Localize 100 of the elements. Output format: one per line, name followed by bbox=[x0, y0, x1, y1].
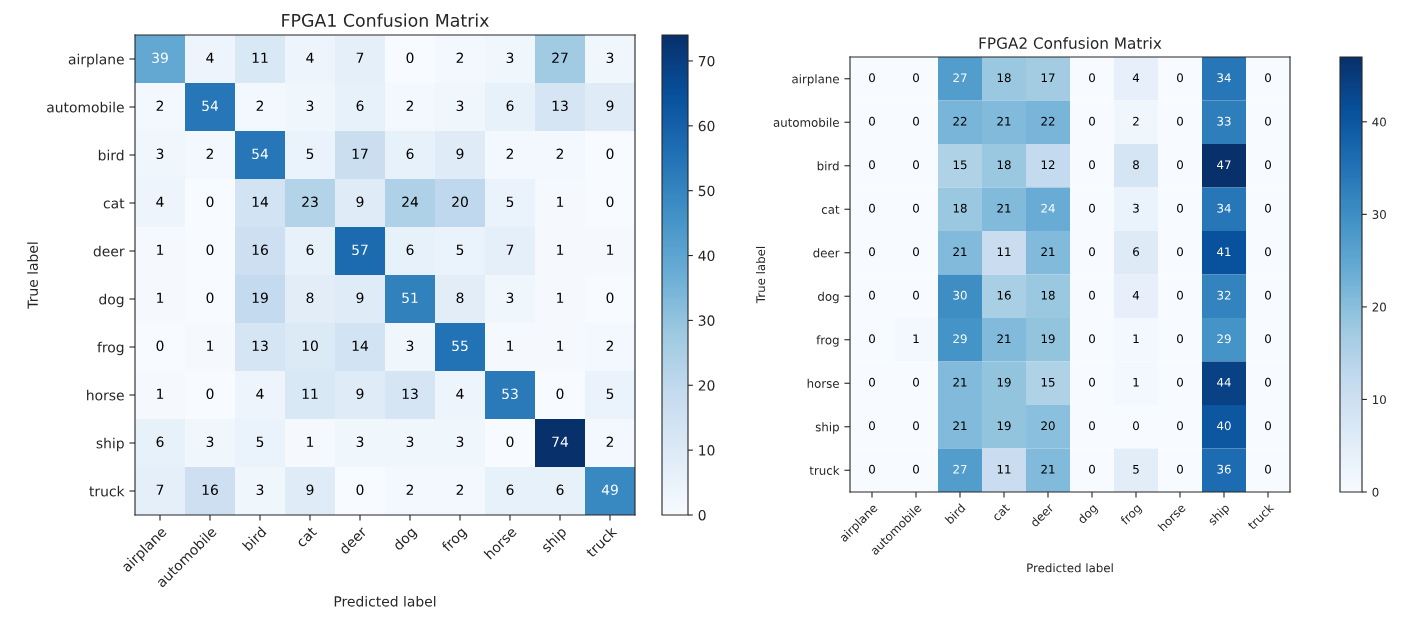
data-label: 2 bbox=[606, 436, 614, 447]
data-label: 9 bbox=[356, 292, 364, 304]
data-label: 0 bbox=[1265, 73, 1271, 83]
data-label: 0 bbox=[606, 196, 614, 208]
data-label: 21 bbox=[997, 334, 1011, 344]
data-label: 0 bbox=[206, 244, 214, 256]
data-label: 0 bbox=[406, 52, 414, 64]
data-label: 11 bbox=[252, 52, 268, 63]
data-label: 0 bbox=[913, 203, 919, 213]
data-label: 3 bbox=[206, 436, 214, 448]
data-label: 3 bbox=[506, 292, 514, 304]
color-bar-label: 10 bbox=[1373, 395, 1386, 405]
data-label: 5 bbox=[256, 436, 264, 448]
x-tick-label: frog bbox=[1119, 503, 1144, 527]
data-label: 15 bbox=[953, 160, 967, 170]
data-label: 47 bbox=[1217, 160, 1231, 170]
data-label: 4 bbox=[256, 388, 264, 399]
y-tick-label: bird bbox=[98, 149, 124, 161]
data-label: 0 bbox=[156, 340, 164, 352]
data-label: 0 bbox=[1089, 247, 1095, 257]
data-label: 3 bbox=[606, 52, 614, 64]
data-label: 6 bbox=[506, 100, 514, 112]
y-tick-label: deer bbox=[813, 248, 840, 258]
color-bar-label: 0 bbox=[698, 509, 706, 521]
data-label: 0 bbox=[1089, 334, 1095, 344]
color-bar-label: 20 bbox=[1372, 302, 1386, 312]
data-label: 0 bbox=[1177, 73, 1183, 83]
y-tick-label: horse bbox=[807, 378, 839, 388]
color-bar-label: 60 bbox=[698, 120, 715, 132]
y-tick-label: dog bbox=[99, 293, 124, 308]
data-label: 11 bbox=[997, 247, 1011, 257]
data-label: 15 bbox=[1041, 377, 1055, 387]
data-label: 1 bbox=[1133, 334, 1139, 344]
data-label: 2 bbox=[1133, 116, 1139, 126]
data-label: 6 bbox=[356, 100, 364, 112]
data-label: 0 bbox=[869, 377, 875, 387]
data-label: 0 bbox=[356, 484, 364, 496]
y-tick-label: ship bbox=[815, 422, 839, 434]
data-label: 41 bbox=[1217, 247, 1231, 257]
data-label: 2 bbox=[156, 100, 164, 111]
data-label: 7 bbox=[506, 244, 514, 255]
data-label: 3 bbox=[1133, 203, 1139, 213]
data-label: 44 bbox=[1217, 377, 1231, 387]
data-label: 5 bbox=[606, 388, 614, 400]
data-label: 7 bbox=[356, 52, 364, 63]
data-label: 5 bbox=[306, 148, 314, 160]
data-label: 1 bbox=[607, 244, 614, 255]
data-label: 0 bbox=[869, 116, 875, 126]
y-tick-label: airplane bbox=[792, 74, 839, 86]
data-label: 0 bbox=[1265, 160, 1271, 170]
data-label: 5 bbox=[1133, 464, 1139, 474]
data-label: 9 bbox=[356, 196, 364, 208]
data-label: 19 bbox=[1041, 334, 1055, 344]
chart-title: FPGA1 Confusion Matrix bbox=[282, 13, 489, 27]
y-tick-label: cat bbox=[103, 198, 125, 209]
data-label: 21 bbox=[1041, 464, 1055, 474]
data-label: 8 bbox=[1133, 160, 1139, 170]
color-bar-label: 40 bbox=[698, 250, 715, 262]
data-label: 9 bbox=[306, 484, 314, 496]
data-label: 2 bbox=[506, 148, 514, 159]
data-label: 0 bbox=[506, 436, 514, 448]
data-label: 1 bbox=[307, 436, 314, 447]
data-label: 16 bbox=[252, 244, 268, 256]
data-label: 0 bbox=[1089, 73, 1095, 83]
data-label: 49 bbox=[601, 484, 618, 496]
data-label: 4 bbox=[1132, 290, 1140, 300]
data-label: 3 bbox=[456, 436, 464, 448]
data-label: 0 bbox=[1265, 203, 1271, 213]
data-label: 30 bbox=[953, 290, 967, 300]
data-label: 27 bbox=[552, 52, 568, 63]
data-label: 0 bbox=[1265, 334, 1271, 344]
data-label: 33 bbox=[1217, 116, 1231, 126]
data-label: 0 bbox=[1177, 290, 1183, 300]
x-tick-label: frog bbox=[440, 526, 469, 555]
data-label: 27 bbox=[953, 73, 967, 83]
data-label: 6 bbox=[406, 148, 414, 160]
data-label: 0 bbox=[1177, 203, 1183, 213]
data-label: 3 bbox=[306, 100, 314, 112]
data-label: 34 bbox=[1217, 73, 1231, 83]
data-label: 0 bbox=[1089, 421, 1095, 431]
data-label: 0 bbox=[1177, 247, 1183, 257]
color-bar-label: 0 bbox=[1372, 487, 1379, 497]
data-label: 0 bbox=[206, 388, 214, 400]
data-label: 4 bbox=[156, 196, 164, 207]
data-label: 0 bbox=[1177, 421, 1183, 431]
data-label: 0 bbox=[869, 464, 875, 474]
data-label: 0 bbox=[869, 160, 875, 170]
data-label: 6 bbox=[306, 244, 314, 256]
y-tick-label: bird bbox=[817, 161, 839, 171]
data-label: 18 bbox=[1041, 290, 1055, 300]
data-label: 13 bbox=[402, 388, 418, 400]
data-label: 4 bbox=[306, 52, 314, 63]
data-label: 2 bbox=[406, 100, 414, 111]
data-label: 13 bbox=[252, 340, 268, 352]
data-label: 0 bbox=[869, 334, 875, 344]
data-label: 13 bbox=[552, 100, 568, 112]
x-tick-label: cat bbox=[991, 503, 1011, 522]
x-tick-label: cat bbox=[295, 526, 318, 548]
data-label: 0 bbox=[869, 73, 875, 83]
color-bar-label: 50 bbox=[698, 185, 715, 197]
